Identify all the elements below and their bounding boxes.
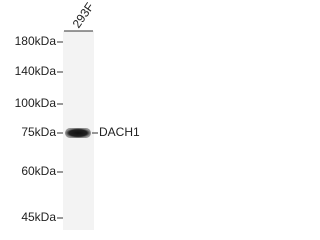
marker-label: 180kDa (15, 34, 57, 48)
band (65, 128, 91, 138)
marker-label: 60kDa (21, 164, 56, 178)
lane-label: 293F (70, 0, 97, 30)
marker-label: 140kDa (15, 64, 57, 78)
western-blot: 293F 180kDa 140kDa 100kDa 75kDa 60kDa 45kDa D… (15, 0, 140, 230)
marker-label: 100kDa (15, 96, 57, 110)
marker-label: 45kDa (21, 210, 56, 224)
band-label: DACH1 (99, 125, 140, 139)
marker-label: 75kDa (21, 125, 56, 139)
markers: 180kDa 140kDa 100kDa 75kDa 60kDa 45kDa (15, 34, 63, 224)
